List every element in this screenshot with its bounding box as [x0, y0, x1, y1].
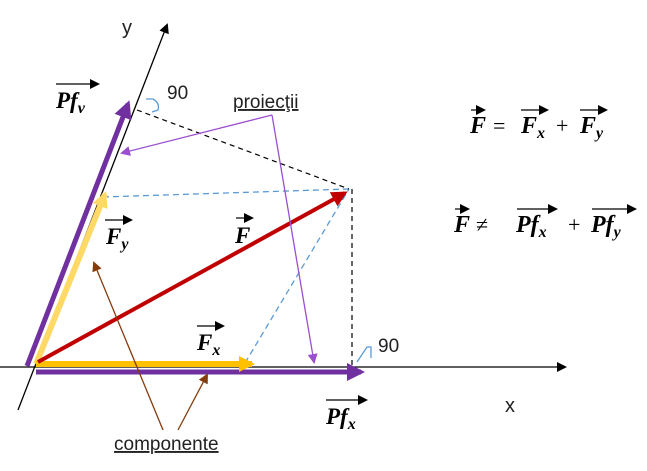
- svg-text:F: F: [453, 212, 470, 238]
- component-vector-fy: [33, 191, 108, 366]
- svg-text:Fx: Fx: [520, 113, 545, 142]
- svg-text:Fy: Fy: [105, 224, 129, 253]
- svg-text:+: +: [568, 212, 580, 237]
- projections-pointer-right: [271, 114, 318, 364]
- projections-pointer-left: [120, 114, 273, 156]
- svg-text:F: F: [234, 223, 250, 248]
- force-vector-f: [37, 191, 348, 364]
- vector-label-fy: Fy: [105, 215, 133, 253]
- angle-label-bottom: 90: [378, 336, 399, 357]
- components-label: componente: [114, 434, 219, 455]
- svg-text:Pfv: Pfv: [55, 88, 86, 117]
- projection-vector-pfv: [24, 100, 132, 367]
- parallelogram-edge-top: [102, 188, 350, 198]
- vector-label-pfx: Pfx: [325, 395, 368, 433]
- projection-line-oblique: [136, 109, 350, 190]
- svg-text:=: =: [493, 113, 505, 138]
- components-pointer-right: [177, 373, 208, 431]
- svg-text:≠: ≠: [476, 212, 488, 237]
- x-axis-label: x: [505, 395, 515, 417]
- right-angle-mark-top: [146, 98, 160, 113]
- parallelogram-edge-right: [244, 188, 350, 364]
- svg-text:Fy: Fy: [579, 113, 604, 142]
- svg-text:+: +: [556, 113, 568, 138]
- y-axis-label: y: [122, 17, 132, 39]
- angle-label-top: 90: [167, 83, 188, 104]
- svg-text:Pfx: Pfx: [515, 212, 547, 241]
- svg-text:Fx: Fx: [196, 330, 220, 359]
- svg-text:F: F: [469, 113, 486, 139]
- equation-sum-components: F = Fx + Fy: [469, 105, 608, 142]
- svg-text:Pfx: Pfx: [325, 404, 356, 433]
- right-angle-mark-bottom: [356, 346, 372, 363]
- projections-label: proiecţii: [233, 92, 298, 113]
- svg-text:Pfy: Pfy: [590, 212, 622, 241]
- vector-label-f: F: [234, 213, 254, 248]
- components-pointer-left: [92, 261, 164, 431]
- vector-label-pfv: Pfv: [55, 79, 100, 117]
- equation-not-equal-projections: F ≠ Pfx + Pfy: [453, 204, 637, 241]
- vector-label-fx: Fx: [196, 321, 225, 359]
